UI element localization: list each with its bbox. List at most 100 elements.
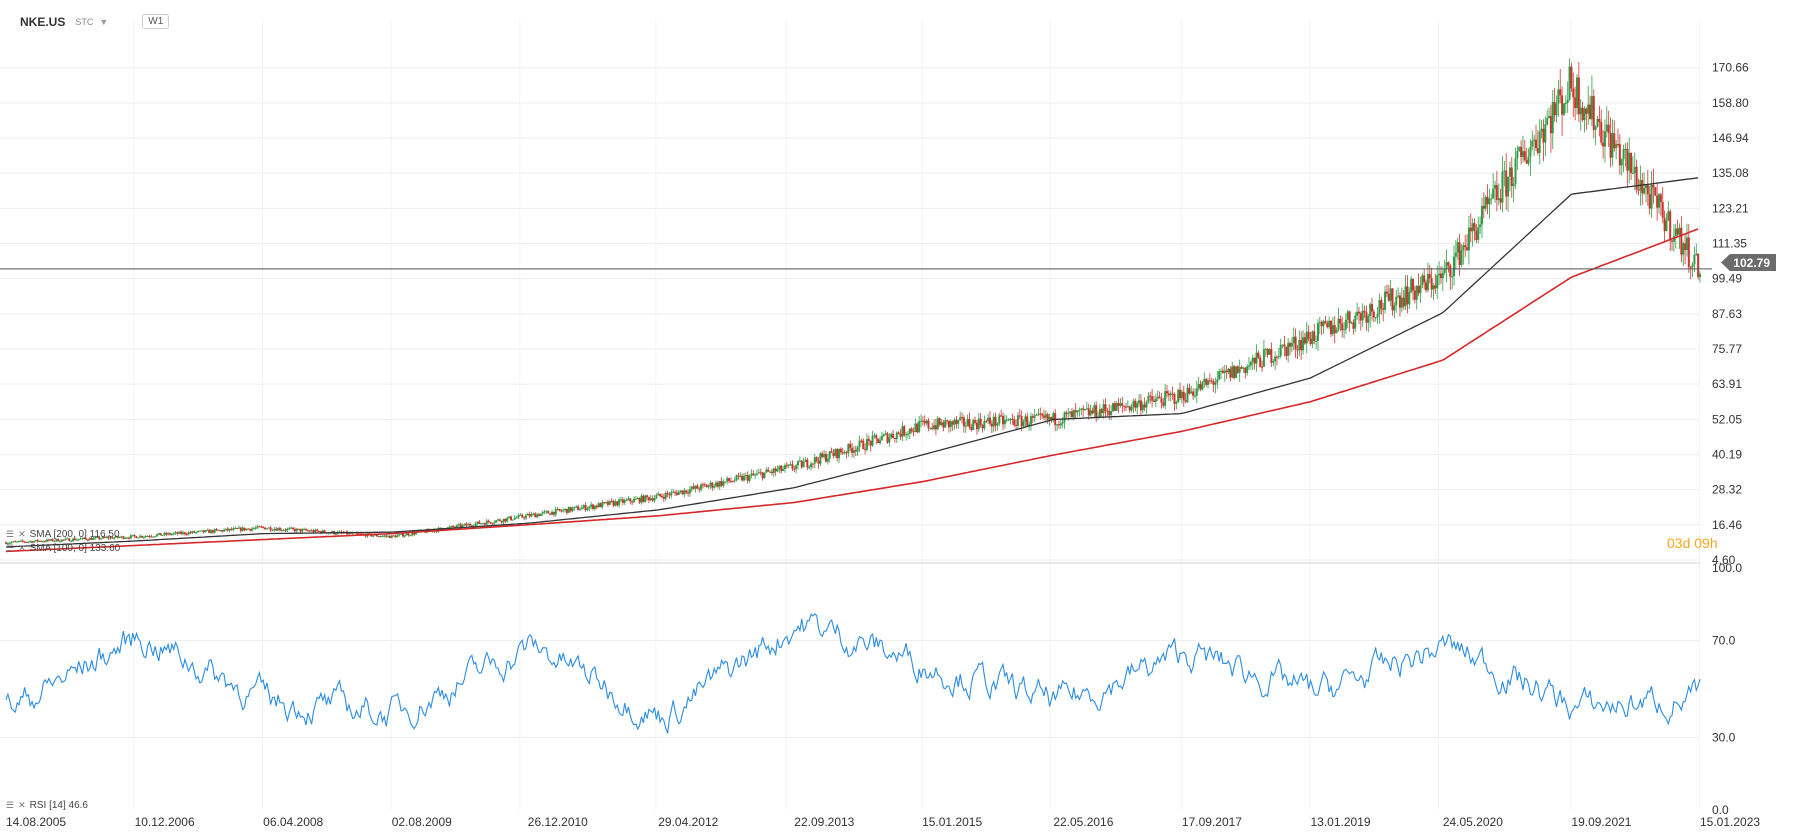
candle-body <box>12 541 15 543</box>
candle-body <box>236 528 239 530</box>
candle-body <box>1557 89 1560 104</box>
candle-body <box>1346 311 1349 320</box>
candle-body <box>1100 409 1103 414</box>
candle-body <box>655 495 658 498</box>
candle-body <box>537 514 540 517</box>
candle-body <box>1208 380 1211 382</box>
candle-body <box>1305 331 1308 344</box>
candle-body <box>1620 159 1623 166</box>
candle-body <box>1551 101 1554 134</box>
candle-body <box>1238 367 1241 373</box>
candle-body <box>62 539 65 541</box>
chevron-down-icon[interactable]: ▼ <box>99 16 109 27</box>
candle-body <box>882 434 885 437</box>
candle-body <box>1188 387 1191 394</box>
candle-body <box>245 528 248 531</box>
rsi-tick-label: 0.0 <box>1712 803 1729 817</box>
candle-body <box>1141 404 1144 411</box>
candle-body <box>1029 416 1032 425</box>
candle-body <box>968 418 971 428</box>
candle-body <box>1426 274 1429 291</box>
candle-body <box>1063 412 1066 422</box>
candle-body <box>1229 368 1232 378</box>
candle-body <box>27 541 30 543</box>
candle-body <box>1139 400 1142 411</box>
candle-body <box>478 521 481 524</box>
candle-body <box>239 527 242 531</box>
candle-body <box>1303 337 1306 344</box>
candle-body <box>1249 361 1252 366</box>
candle-body <box>1041 413 1044 416</box>
candle-body <box>580 507 583 510</box>
candle-body <box>398 534 401 536</box>
candle-body <box>314 529 317 533</box>
candle-body <box>1350 322 1353 324</box>
candle-body <box>834 449 837 456</box>
candle-body <box>511 519 514 521</box>
sma-lines <box>5 177 1699 553</box>
candle-body <box>851 448 854 453</box>
candle-body <box>1102 404 1105 414</box>
candle-body <box>1128 406 1131 411</box>
candle-body <box>795 465 798 470</box>
candle-body <box>1412 278 1415 291</box>
candle-body <box>1508 167 1511 177</box>
candle-body <box>865 438 868 450</box>
close-icon[interactable]: ✕ <box>18 543 26 553</box>
candle-body <box>595 505 598 508</box>
candle-body <box>1084 409 1087 411</box>
candle-body <box>1699 274 1701 278</box>
close-icon[interactable]: ✕ <box>18 529 26 539</box>
rsi-tick-label: 30.0 <box>1712 730 1736 744</box>
candle-body <box>1085 408 1088 410</box>
candle-body <box>811 463 814 465</box>
symbol-label[interactable]: NKE.US <box>20 14 66 29</box>
candle-body <box>674 491 677 493</box>
candle-body <box>1300 340 1303 351</box>
timeframe-button[interactable]: W1 <box>142 14 170 29</box>
candle-body <box>182 532 185 534</box>
candle-body <box>1152 400 1155 402</box>
candle-body <box>360 533 363 535</box>
candle-body <box>1182 391 1185 401</box>
bar-countdown: 03d 09h <box>1667 535 1718 551</box>
candle-body <box>1449 265 1452 277</box>
candle-body <box>394 535 397 538</box>
menu-icon[interactable]: ☰ <box>6 543 15 553</box>
candle-body <box>629 498 632 502</box>
candle-body <box>1598 118 1601 122</box>
candle-body <box>387 535 390 537</box>
menu-icon[interactable]: ☰ <box>6 800 15 810</box>
candle-body <box>34 539 37 542</box>
candle-body <box>610 500 613 502</box>
candle-body <box>1283 344 1286 347</box>
candle-body <box>1231 366 1234 378</box>
legend-rsi[interactable]: ☰ ✕ RSI [14] 46.6 <box>6 800 88 811</box>
candle-body <box>603 502 606 504</box>
candle-body <box>1497 198 1500 200</box>
candle-body <box>1456 242 1459 253</box>
candle-body <box>290 527 293 529</box>
candle-body <box>683 490 686 495</box>
close-icon[interactable]: ✕ <box>18 800 26 810</box>
menu-icon[interactable]: ☰ <box>6 529 15 539</box>
candle-body <box>1344 319 1347 330</box>
candle-body <box>934 425 937 430</box>
candle-body <box>1281 344 1284 346</box>
legend-sma200[interactable]: ☰ ✕ SMA [200, 0] 116.50 <box>6 529 120 540</box>
candle-body <box>407 533 410 536</box>
candle-body <box>86 539 89 541</box>
candle-body <box>1104 404 1107 411</box>
candle-body <box>1234 366 1237 378</box>
candle-body <box>10 542 13 544</box>
legend-sma100[interactable]: ☰ ✕ SMA [100, 0] 133.60 <box>6 543 120 554</box>
candle-body <box>1453 256 1456 277</box>
candle-body <box>830 451 833 454</box>
candle-body <box>1469 227 1472 232</box>
candle-body <box>196 530 199 532</box>
candle-body <box>1307 331 1310 339</box>
candle-body <box>761 472 764 479</box>
candle-body <box>129 535 132 539</box>
candle-body <box>1671 240 1674 242</box>
